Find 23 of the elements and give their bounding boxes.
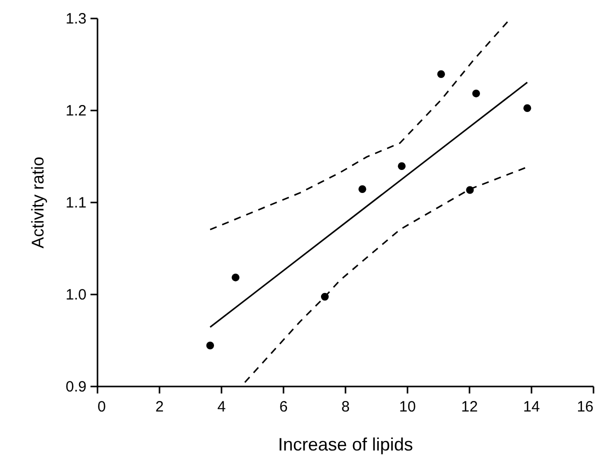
x-tick-label: 8 xyxy=(341,398,350,416)
y-tick-label: 1.2 xyxy=(66,102,86,120)
y-axis-title: Activity ratio xyxy=(28,156,48,248)
x-axis-title: Increase of lipids xyxy=(278,434,414,454)
x-tick-label: 14 xyxy=(523,398,540,416)
point xyxy=(523,104,532,112)
x-tick-label: 4 xyxy=(217,398,226,416)
point xyxy=(472,90,480,98)
x-tick-label: 0 xyxy=(98,398,106,416)
x-tick-label: 6 xyxy=(279,398,288,416)
point xyxy=(206,342,214,350)
y-tick-label: 1.3 xyxy=(66,10,86,28)
y-tick-label: 0.9 xyxy=(66,378,86,396)
y-tick-label: 1.1 xyxy=(66,194,86,212)
point xyxy=(437,70,445,78)
point xyxy=(398,162,406,170)
x-tick-label: 10 xyxy=(399,398,416,416)
point xyxy=(232,274,240,282)
y-tick-label: 1.0 xyxy=(66,286,86,304)
x-tick-label: 2 xyxy=(155,398,164,416)
x-tick-label: 16 xyxy=(576,398,594,416)
point xyxy=(358,185,366,193)
x-tick-label: 12 xyxy=(461,398,478,416)
